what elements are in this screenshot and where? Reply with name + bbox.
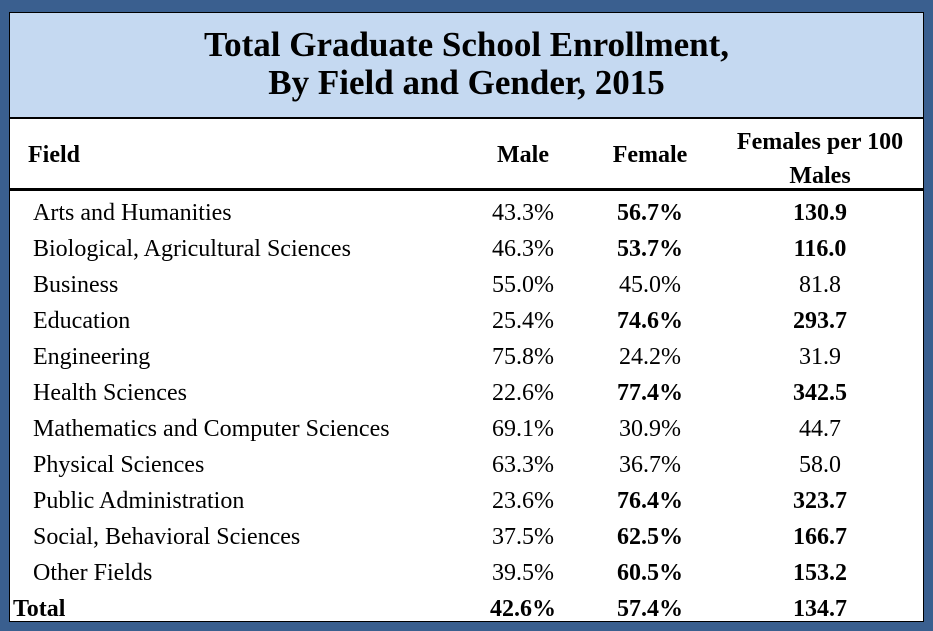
- cell-male: 22.6%: [492, 380, 554, 406]
- cell-male: 55.0%: [492, 272, 554, 298]
- cell-ratio: 323.7: [793, 488, 847, 514]
- cell-male: 23.6%: [492, 488, 554, 514]
- cell-ratio: 153.2: [793, 560, 847, 586]
- table-header: Field Male Female Females per 100 Males: [10, 119, 923, 191]
- table-row: Public Administration 23.6% 76.4% 323.7: [10, 483, 923, 519]
- cell-male: 75.8%: [492, 344, 554, 370]
- cell-field: Other Fields: [33, 560, 153, 586]
- header-field: Field: [28, 142, 80, 168]
- cell-field: Physical Sciences: [33, 452, 205, 478]
- cell-field: Biological, Agricultural Sciences: [33, 236, 351, 262]
- cell-male: 69.1%: [492, 416, 554, 442]
- cell-field: Education: [33, 308, 131, 334]
- table-row: Physical Sciences 63.3% 36.7% 58.0: [10, 447, 923, 483]
- cell-field: Health Sciences: [33, 380, 187, 406]
- cell-female: 36.7%: [619, 452, 681, 478]
- table-row: Biological, Agricultural Sciences 46.3% 53…: [10, 231, 923, 267]
- title-band: Total Graduate School Enrollment, By Fie…: [10, 13, 923, 119]
- table-row: Social, Behavioral Sciences 37.5% 62.5% 166…: [10, 519, 923, 555]
- cell-male: 39.5%: [492, 560, 554, 586]
- table-row: Business 55.0% 45.0% 81.8: [10, 267, 923, 303]
- cell-ratio: 116.0: [793, 236, 847, 262]
- cell-male-total: 42.6%: [490, 596, 556, 622]
- table-row: Mathematics and Computer Sciences 69.1% 30…: [10, 411, 923, 447]
- cell-ratio: 44.7: [799, 416, 841, 442]
- header-females-per-100-males: Females per 100 Males: [710, 125, 930, 193]
- table-title-line-2: By Field and Gender, 2015: [268, 63, 665, 102]
- cell-ratio: 342.5: [793, 380, 847, 406]
- cell-female: 60.5%: [617, 560, 683, 586]
- cell-female: 24.2%: [619, 344, 681, 370]
- cell-field: Engineering: [33, 344, 151, 370]
- table-row: Engineering 75.8% 24.2% 31.9: [10, 339, 923, 375]
- cell-field: Business: [33, 272, 119, 298]
- cell-female: 53.7%: [617, 236, 683, 262]
- cell-ratio: 166.7: [793, 524, 847, 550]
- header-male: Male: [497, 142, 549, 168]
- cell-female: 30.9%: [619, 416, 681, 442]
- cell-male: 46.3%: [492, 236, 554, 262]
- header-female: Female: [612, 142, 688, 168]
- table-row: Other Fields 39.5% 60.5% 153.2: [10, 555, 923, 591]
- table-row-total: Total 42.6% 57.4% 134.7: [10, 591, 923, 627]
- cell-ratio: 130.9: [793, 200, 847, 226]
- cell-field: Arts and Humanities: [33, 200, 232, 226]
- cell-field: Social, Behavioral Sciences: [33, 524, 301, 550]
- table-row: Education 25.4% 74.6% 293.7: [10, 303, 923, 339]
- header-ratio-line-2: Males: [789, 163, 851, 189]
- cell-field: Mathematics and Computer Sciences: [33, 416, 390, 442]
- cell-male: 25.4%: [492, 308, 554, 334]
- cell-field: Public Administration: [33, 488, 245, 514]
- cell-male: 63.3%: [492, 452, 554, 478]
- header-ratio-line-1: Females per 100: [736, 129, 904, 155]
- cell-male: 43.3%: [492, 200, 554, 226]
- table-row: Arts and Humanities 43.3% 56.7% 130.9: [10, 195, 923, 231]
- table-title-line-1: Total Graduate School Enrollment,: [203, 25, 730, 64]
- cell-ratio: 81.8: [799, 272, 841, 298]
- cell-ratio-total: 134.7: [793, 596, 847, 622]
- cell-female: 45.0%: [619, 272, 681, 298]
- cell-female: 76.4%: [617, 488, 683, 514]
- cell-female: 62.5%: [617, 524, 683, 550]
- cell-male: 37.5%: [492, 524, 554, 550]
- cell-female: 74.6%: [617, 308, 683, 334]
- cell-ratio: 293.7: [793, 308, 847, 334]
- cell-female: 77.4%: [617, 380, 683, 406]
- cell-field-total: Total: [13, 596, 66, 622]
- cell-female-total: 57.4%: [617, 596, 683, 622]
- cell-ratio: 31.9: [799, 344, 841, 370]
- cell-ratio: 58.0: [799, 452, 841, 478]
- enrollment-table: Total Graduate School Enrollment, By Fie…: [9, 12, 924, 622]
- table-row: Health Sciences 22.6% 77.4% 342.5: [10, 375, 923, 411]
- table-body: Arts and Humanities 43.3% 56.7% 130.9 Biolog…: [10, 195, 923, 627]
- cell-female: 56.7%: [617, 200, 683, 226]
